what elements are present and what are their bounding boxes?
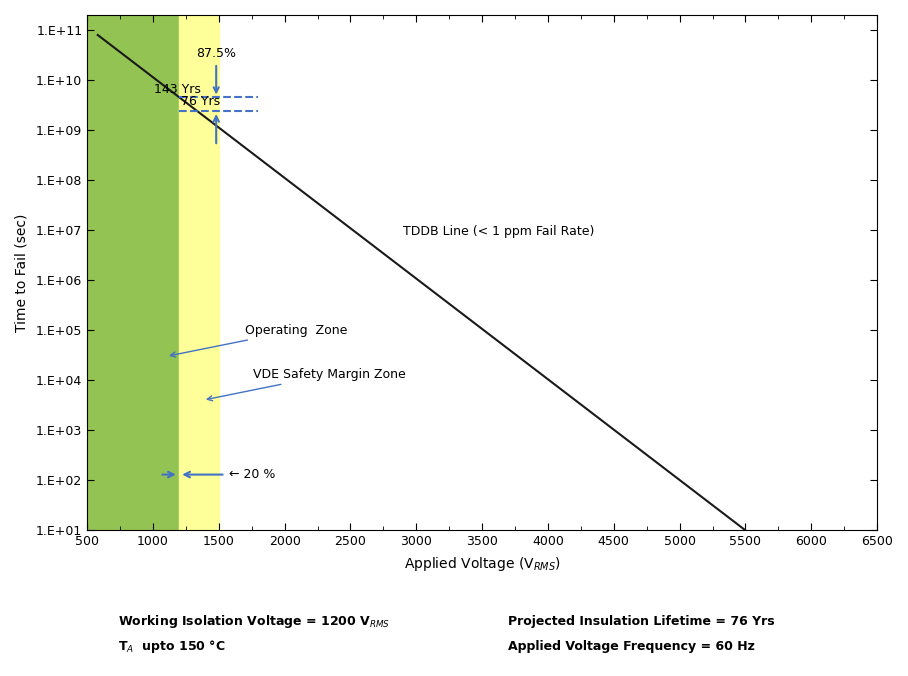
- Text: Working Isolation Voltage = 1200 V$_{RMS}$: Working Isolation Voltage = 1200 V$_{RMS…: [118, 613, 390, 630]
- Text: Applied Voltage Frequency = 60 Hz: Applied Voltage Frequency = 60 Hz: [508, 640, 755, 653]
- Y-axis label: Time to Fail (sec): Time to Fail (sec): [15, 214, 29, 332]
- Text: TDDB Line (< 1 ppm Fail Rate): TDDB Line (< 1 ppm Fail Rate): [403, 225, 595, 238]
- Bar: [180, 15, 219, 530]
- Text: Operating  Zone: Operating Zone: [171, 324, 348, 357]
- Text: 143 Yrs: 143 Yrs: [154, 82, 202, 95]
- X-axis label: Applied Voltage (V$_{RMS}$): Applied Voltage (V$_{RMS}$): [404, 555, 560, 573]
- Text: ← 20 %: ← 20 %: [230, 468, 276, 481]
- Bar: [87, 15, 180, 530]
- Text: T$_A$  upto 150 °C: T$_A$ upto 150 °C: [118, 638, 225, 655]
- Text: Projected Insulation Lifetime = 76 Yrs: Projected Insulation Lifetime = 76 Yrs: [508, 615, 775, 628]
- Text: 76 Yrs: 76 Yrs: [182, 95, 221, 108]
- Text: 87.5%: 87.5%: [196, 47, 236, 92]
- Text: VDE Safety Margin Zone: VDE Safety Margin Zone: [207, 368, 406, 401]
